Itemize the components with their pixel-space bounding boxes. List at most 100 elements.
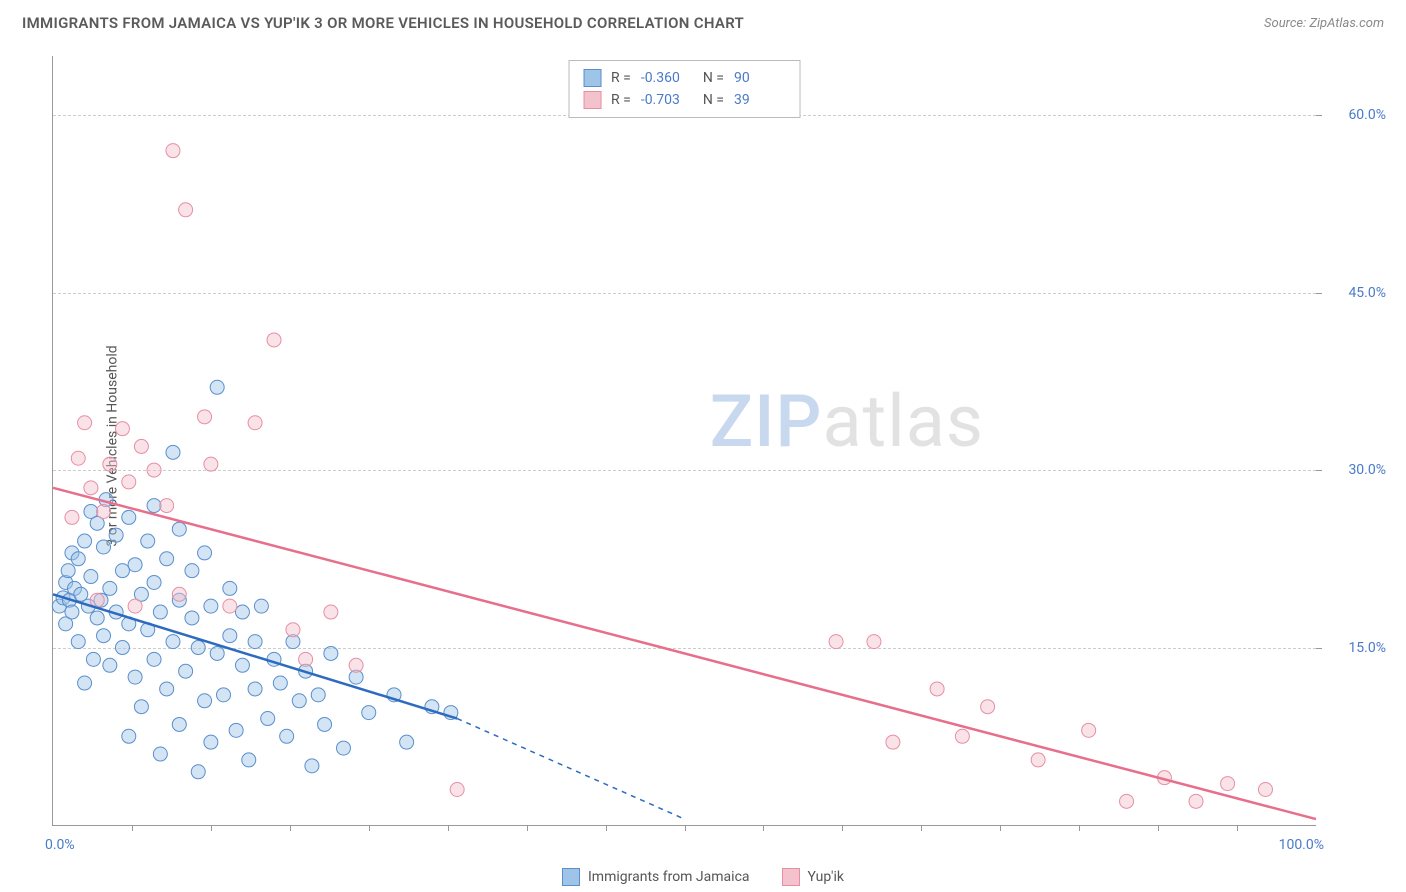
scatter-chart: ZIPatlas R = -0.360 N = 90 R = -0.703 N … [52,56,1316,826]
legend-swatch-b [782,868,800,886]
data-point [90,611,104,625]
x-tick-label: 100.0% [1279,837,1324,853]
data-point [160,682,174,696]
data-point [115,422,129,436]
y-tick-label: 15.0% [1326,640,1386,656]
data-point [78,534,92,548]
x-axis-legend: Immigrants from Jamaica Yup'ik [562,868,844,886]
data-point [1258,783,1272,797]
data-point [400,735,414,749]
r-value-a: -0.360 [641,70,693,86]
y-tick [1316,293,1322,294]
data-point [185,564,199,578]
x-tick [369,825,370,831]
data-point [166,144,180,158]
data-point [179,203,193,217]
y-tick [1316,115,1322,116]
trend-line [53,594,457,718]
x-tick [685,825,686,831]
data-point [141,534,155,548]
data-point [128,558,142,572]
data-point [179,664,193,678]
data-point [97,629,111,643]
n-value-a: 90 [734,70,786,86]
data-point [166,635,180,649]
x-tick [527,825,528,831]
data-point [71,635,85,649]
data-point [122,510,136,524]
data-point [160,499,174,513]
data-point [128,599,142,613]
data-point [318,717,332,731]
data-point [292,694,306,708]
y-tick-label: 60.0% [1326,107,1386,123]
x-tick [448,825,449,831]
data-point [122,475,136,489]
x-tick [211,825,212,831]
data-point [153,747,167,761]
data-point [78,416,92,430]
data-point [280,729,294,743]
data-point [185,611,199,625]
data-point [84,570,98,584]
data-point [254,599,268,613]
data-point [78,676,92,690]
legend-label-b: Yup'ik [808,869,844,885]
data-point [286,623,300,637]
data-point [172,587,186,601]
data-point [886,735,900,749]
data-point [273,676,287,690]
data-point [204,457,218,471]
data-point [198,546,212,560]
data-point [248,416,262,430]
n-label-b: N = [703,92,724,108]
legend-item-b: Yup'ik [782,868,844,886]
x-tick [290,825,291,831]
data-point [1031,753,1045,767]
x-tick [1158,825,1159,831]
legend-swatch-a [562,868,580,886]
swatch-series-b [583,91,601,109]
data-point [103,457,117,471]
r-label-a: R = [611,70,631,86]
chart-title: IMMIGRANTS FROM JAMAICA VS YUP'IK 3 OR M… [22,14,744,32]
x-tick [1000,825,1001,831]
r-label-b: R = [611,92,631,108]
data-point [324,605,338,619]
data-point [299,652,313,666]
r-value-b: -0.703 [641,92,693,108]
data-point [867,635,881,649]
y-tick [1316,470,1322,471]
data-point [153,605,167,619]
data-point [147,652,161,666]
data-point [1221,777,1235,791]
x-tick-label: 0.0% [45,837,75,853]
data-point [217,688,231,702]
data-point [97,504,111,518]
data-point [65,510,79,524]
data-point [65,605,79,619]
data-point [84,481,98,495]
data-point [71,552,85,566]
data-point [115,564,129,578]
data-point [324,646,338,660]
source-attribution: Source: ZipAtlas.com [1264,16,1384,31]
y-tick-label: 30.0% [1326,462,1386,478]
x-tick [606,825,607,831]
stats-row-series-b: R = -0.703 N = 39 [583,89,786,111]
data-point [147,463,161,477]
x-tick [921,825,922,831]
data-point [198,694,212,708]
data-point [261,712,275,726]
data-point [172,717,186,731]
data-point [191,641,205,655]
data-point [267,333,281,347]
data-point [336,741,350,755]
stats-row-series-a: R = -0.360 N = 90 [583,67,786,89]
data-point [109,528,123,542]
data-point [166,445,180,459]
data-point [223,599,237,613]
data-point [229,723,243,737]
data-point [362,706,376,720]
data-point [160,552,174,566]
